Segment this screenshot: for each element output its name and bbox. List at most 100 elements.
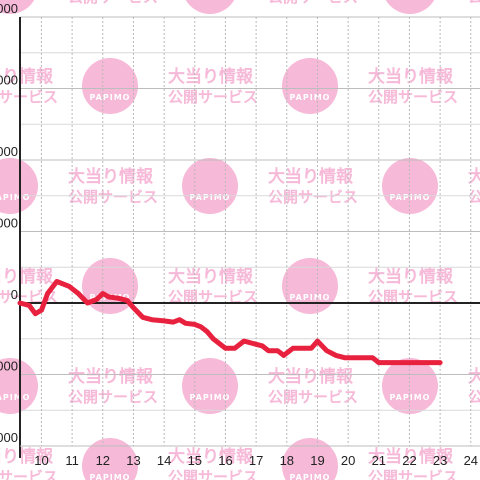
watermark-badge-icon	[182, 158, 238, 214]
y-tick-label: -3,000	[0, 359, 18, 374]
watermark-line1: 大当り情報	[68, 366, 154, 387]
watermark-line2: 公開サービス	[268, 388, 358, 406]
watermark-badge-icon	[282, 438, 338, 480]
y-tick-label: 3,000	[0, 216, 18, 231]
watermark-line1: 大当り情報	[268, 366, 354, 387]
watermark-badge-icon	[382, 158, 438, 214]
x-tick-label: 22	[402, 453, 416, 468]
watermark-brand: PAPIMO	[290, 293, 331, 302]
watermark-line2: 公開サービス	[168, 468, 258, 480]
x-tick-label: 21	[372, 453, 386, 468]
watermark-badge-icon	[185, 0, 235, 14]
watermark-brand: PAPIMO	[190, 193, 231, 202]
watermark-line1: 大当り情報	[68, 166, 154, 187]
watermark-line1: 大当り情報	[168, 446, 254, 467]
watermark-badge-icon	[182, 358, 238, 414]
watermark-line1: 大当り情報	[168, 66, 254, 87]
watermark-brand: PAPIMO	[390, 193, 431, 202]
x-tick-label: 17	[249, 453, 263, 468]
watermark-line2: 公開サービス	[468, 0, 480, 6]
watermark-badge-icon	[0, 158, 38, 214]
watermark-line1: 大当り情報	[168, 266, 254, 287]
y-tick-label: 9,000	[0, 73, 18, 88]
watermark-line2: 公開サービス	[468, 188, 480, 206]
watermark-brand: PAPIMO	[190, 0, 231, 2]
watermark-brand: PAPIMO	[290, 473, 331, 480]
watermark-brand: PAPIMO	[190, 393, 231, 402]
watermark-brand: PAPIMO	[0, 393, 30, 402]
watermark-line1: 大当り情報	[468, 166, 480, 187]
watermark-brand: PAPIMO	[90, 93, 131, 102]
label-layer: -6,000 -3,000 0 3,000 6,000 9,000 12,000 10 11 12…	[0, 1, 478, 468]
watermark-line1: 大当り情報	[0, 66, 54, 87]
watermark-line1: 大当り情報	[368, 446, 454, 467]
watermark-brand: PAPIMO	[90, 473, 131, 480]
watermark-line2: 公開サービス	[68, 388, 158, 406]
x-tick-label: 11	[65, 453, 79, 468]
y-tick-label: 0	[11, 287, 18, 302]
y-tick-label: -6,000	[0, 430, 18, 445]
x-tick-label: 14	[157, 453, 171, 468]
watermark-line2: 公開サービス	[0, 88, 58, 106]
watermark-line2: 公開サービス	[368, 468, 458, 480]
watermark-badge-icon	[382, 358, 438, 414]
watermark-line1: 大当り情報	[0, 266, 54, 287]
x-tick-label: 10	[34, 453, 48, 468]
x-tick-label: 19	[310, 453, 324, 468]
y-tick-label: 12,000	[0, 1, 18, 16]
x-tick-label: 12	[96, 453, 110, 468]
watermark-badge-icon	[0, 0, 35, 14]
watermark-line1: 大当り情報	[468, 366, 480, 387]
watermark-line2: 公開サービス	[368, 288, 458, 306]
series-line	[17, 279, 443, 366]
watermark-line1: 大当り情報	[0, 446, 54, 467]
watermark-line2: 公開サービス	[268, 0, 358, 6]
watermark-line2: 公開サービス	[268, 188, 358, 206]
watermark-line2: 公開サービス	[368, 88, 458, 106]
grid-layer	[20, 16, 480, 447]
x-tick-label: 18	[280, 453, 294, 468]
series-layer	[17, 279, 443, 366]
watermark-badge-icon	[282, 258, 338, 314]
watermark-badge-icon	[385, 0, 435, 14]
x-tick-label: 15	[188, 453, 202, 468]
x-tick-label: 20	[341, 453, 355, 468]
watermark-line1: 大当り情報	[368, 66, 454, 87]
watermark-brand: PAPIMO	[0, 0, 30, 2]
x-tick-label: 13	[126, 453, 140, 468]
axis-layer	[19, 17, 480, 458]
watermark-brand: PAPIMO	[390, 0, 431, 2]
watermark-line2: 公開サービス	[168, 88, 258, 106]
x-tick-label: 16	[218, 453, 232, 468]
watermark-brand: PAPIMO	[390, 393, 431, 402]
x-tick-label: 23	[433, 453, 447, 468]
watermark-line1: 大当り情報	[368, 266, 454, 287]
y-tick-label: 6,000	[0, 144, 18, 159]
watermark-line2: 公開サービス	[168, 288, 258, 306]
watermark-badge-icon	[0, 358, 38, 414]
x-tick-label: 24	[464, 453, 478, 468]
watermark-line2: 公開サービス	[468, 388, 480, 406]
watermark-brand: PAPIMO	[290, 93, 331, 102]
watermark-line2: 公開サービス	[68, 188, 158, 206]
watermark-line2: 公開サービス	[0, 468, 58, 480]
watermark-line1: 大当り情報	[268, 166, 354, 187]
